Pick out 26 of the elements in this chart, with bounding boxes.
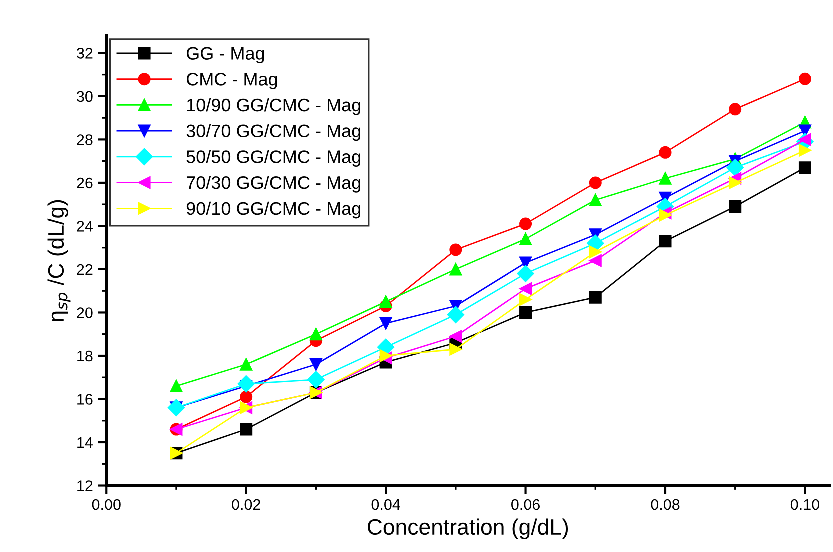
legend-label: 10/90 GG/CMC - Mag xyxy=(187,98,360,116)
y-tick-label: 20 xyxy=(77,308,93,318)
x-tick-label: 0.02 xyxy=(232,499,260,510)
legend-label: CMC - Mag xyxy=(186,73,278,90)
y-tick-label: 14 xyxy=(78,438,93,448)
y-axis-title: η$_{sp}$ /C (dL/g) xyxy=(48,200,71,322)
y-tick-label: 28 xyxy=(77,134,93,146)
y-tick-label: 30 xyxy=(77,91,93,102)
x-tick-label: 0.04 xyxy=(372,499,400,510)
x-tick-label: 0.00 xyxy=(92,499,121,510)
legend-label: 70/30 GG/CMC - Mag xyxy=(186,176,360,193)
y-tick-label: 26 xyxy=(77,178,93,189)
y-tick-label: 22 xyxy=(77,264,93,276)
x-tick-label: 0.06 xyxy=(512,499,540,510)
legend-label: GG - Mag xyxy=(186,47,264,64)
x-axis-title: Concentration (g/dL) xyxy=(368,518,568,540)
y-tick-label: 12 xyxy=(78,480,93,492)
x-tick-label: 0.10 xyxy=(790,499,820,510)
legend-label: 30/70 GG/CMC - Mag xyxy=(186,124,360,142)
y-tick-label: 16 xyxy=(78,394,93,405)
y-tick-label: 18 xyxy=(78,350,93,362)
legend-label: 90/10 GG/CMC - Mag xyxy=(186,202,360,219)
y-tick-label: 24 xyxy=(77,221,93,232)
x-tick-label: 0.08 xyxy=(651,499,680,510)
legend-label: 50/50 GG/CMC - Mag xyxy=(186,150,360,167)
y-tick-label: 32 xyxy=(77,48,93,59)
